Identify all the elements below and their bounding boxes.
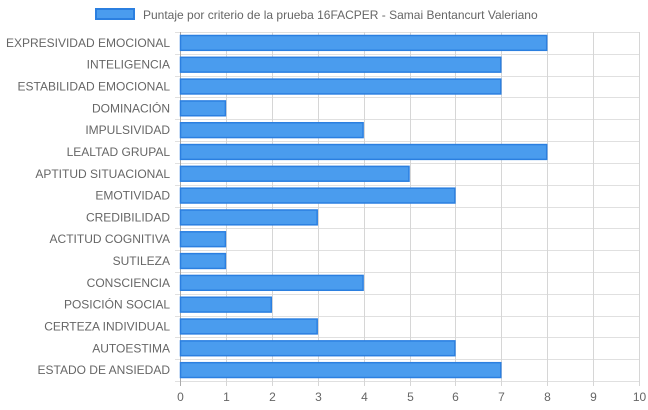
legend-label: Puntaje por criterio de la prueba 16FACP…	[143, 8, 538, 22]
x-tick-label: 7	[498, 390, 505, 404]
category-label: INTELIGENCIA	[87, 58, 170, 72]
x-tick-label: 3	[315, 390, 322, 404]
bar	[179, 165, 410, 182]
bar	[179, 296, 273, 313]
bar	[179, 209, 318, 226]
category-label: POSICIÓN SOCIAL	[64, 297, 170, 312]
category-label: DOMINACIÓN	[92, 100, 170, 115]
bar	[179, 78, 502, 95]
category-label: ACTITUD COGNITIVA	[50, 232, 170, 246]
bar	[179, 34, 548, 52]
x-tick-label: 2	[269, 390, 276, 404]
bar	[179, 56, 502, 73]
bar	[179, 231, 227, 248]
category-label: EXPRESIVIDAD EMOCIONAL	[6, 36, 170, 50]
bar	[179, 318, 318, 335]
category-label: SUTILEZA	[113, 254, 170, 268]
x-tick-label: 10	[633, 390, 647, 404]
category-label: ESTABILIDAD EMOCIONAL	[18, 80, 171, 94]
legend[interactable]: Puntaje por criterio de la prueba 16FACP…	[0, 6, 648, 26]
bar	[179, 187, 456, 204]
category-label: CONSCIENCIA	[87, 276, 170, 290]
bar	[179, 143, 548, 161]
x-tick-label: 8	[544, 390, 551, 404]
category-label: CREDIBILIDAD	[86, 210, 170, 224]
category-label: IMPULSIVIDAD	[85, 123, 170, 137]
category-label: APTITUD SITUACIONAL	[35, 167, 170, 181]
bar	[179, 100, 227, 117]
category-label: LEALTAD GRUPAL	[67, 145, 171, 159]
category-label: AUTOESTIMA	[92, 341, 170, 355]
bar	[179, 121, 364, 139]
category-label: ESTADO DE ANSIEDAD	[38, 363, 171, 377]
bar	[179, 361, 502, 379]
x-tick-label: 0	[177, 390, 184, 404]
x-tick-label: 6	[452, 390, 459, 404]
bar	[179, 252, 227, 270]
bar	[179, 274, 364, 292]
x-tick-label: 5	[407, 390, 414, 404]
category-label: CERTEZA INDIVIDUAL	[44, 319, 170, 333]
x-tick-label: 9	[590, 390, 597, 404]
x-tick-label: 4	[361, 390, 368, 404]
bar	[179, 340, 456, 357]
category-label: EMOTIVIDAD	[95, 189, 170, 203]
x-tick-label: 1	[223, 390, 230, 404]
legend-swatch	[95, 8, 135, 20]
